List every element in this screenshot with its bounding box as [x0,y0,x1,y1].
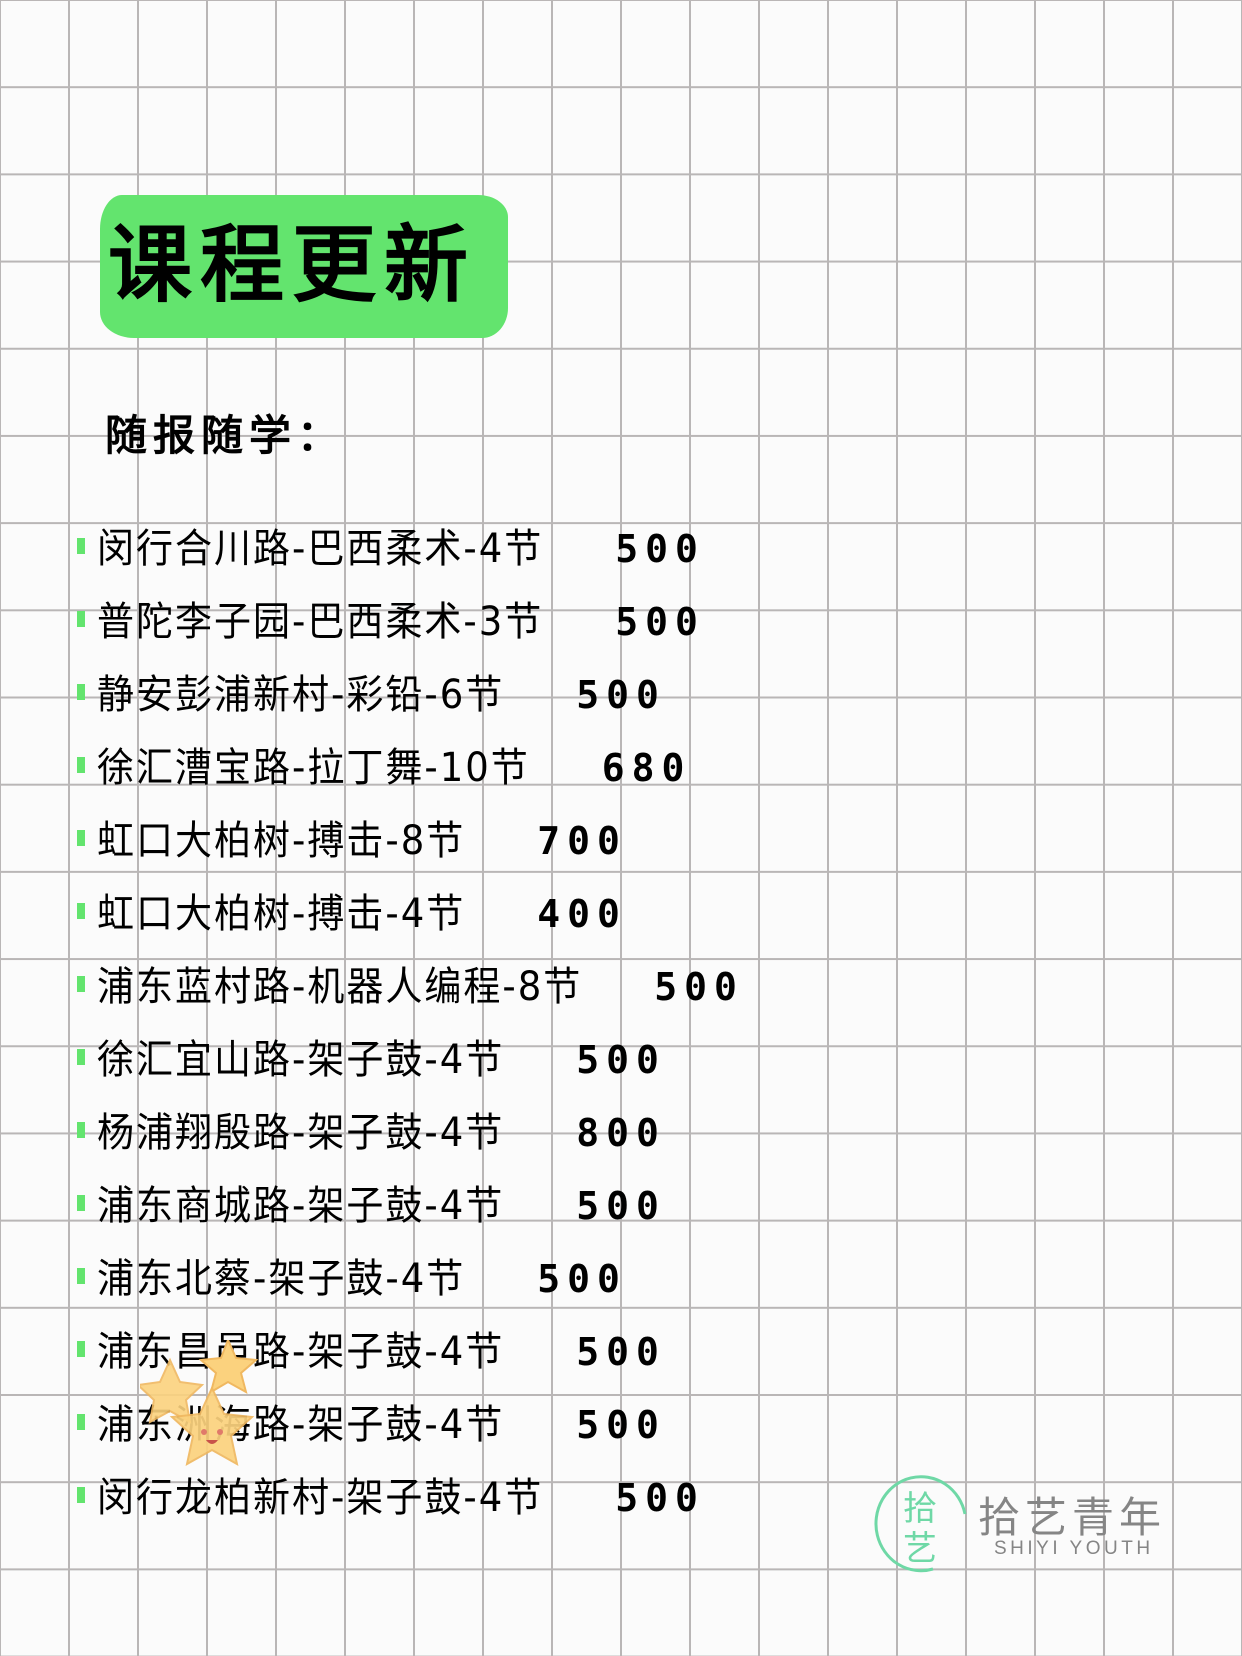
bullet-marker [77,1194,85,1211]
course-price: 700 [537,818,627,863]
course-price: 500 [615,526,705,571]
course-price: 500 [615,1475,705,1520]
bullet-marker [77,902,85,919]
course-item: 普陀李子园-巴西柔术-3节 500 [77,585,744,658]
course-name: 徐汇宜山路-架子鼓-4节 [97,1035,505,1083]
course-name: 杨浦翔殷路-架子鼓-4节 [97,1108,505,1156]
bullet-marker [77,537,85,554]
course-name: 闵行龙柏新村-架子鼓-4节 [97,1473,544,1521]
bullet-marker [77,610,85,627]
course-list: 闵行合川路-巴西柔术-4节 500 普陀李子园-巴西柔术-3节 500 静安彭浦新村-彩… [77,512,744,1534]
title-highlight [100,195,508,338]
course-name: 浦东商城路-架子鼓-4节 [97,1181,505,1229]
course-price: 800 [576,1110,666,1155]
course-item: 闵行合川路-巴西柔术-4节 500 [77,512,744,585]
course-item: 浦东蓝村路-机器人编程-8节 500 [77,950,744,1023]
course-price: 400 [537,891,627,936]
course-name: 浦东北蔡-架子鼓-4节 [97,1254,466,1302]
course-name: 徐汇漕宝路-拉丁舞-10节 [97,743,530,791]
course-price: 500 [615,599,705,644]
star-small [198,1340,259,1395]
bullet-marker [77,1121,85,1138]
course-item: 徐汇漕宝路-拉丁舞-10节 680 [77,731,744,804]
page-title: 课程更新 [108,216,477,314]
bullet-marker [77,975,85,992]
course-name: 虹口大柏树-搏击-8节 [97,816,466,864]
course-item: 闵行龙柏新村-架子鼓-4节 500 [77,1461,744,1534]
bullet-marker [77,683,85,700]
bullet-marker [77,829,85,846]
course-name: 浦东昌邑路-架子鼓-4节 [97,1327,505,1375]
course-price: 500 [576,1402,666,1447]
course-price: 500 [576,1183,666,1228]
course-item: 静安彭浦新村-彩铅-6节 500 [77,658,744,731]
bullet-marker [77,1486,85,1503]
course-item: 浦东昌邑路-架子鼓-4节 500 [77,1315,744,1388]
bullet-marker [77,756,85,773]
course-price: 500 [576,1037,666,1082]
course-item: 浦东北蔡-架子鼓-4节 500 [77,1242,744,1315]
bullet-marker [77,1413,85,1430]
course-item: 徐汇宜山路-架子鼓-4节 500 [77,1023,744,1096]
course-price: 500 [537,1256,627,1301]
course-item: 浦东商城路-架子鼓-4节 500 [77,1169,744,1242]
bullet-marker [77,1048,85,1065]
logo-mark-text: 拾 [903,1489,937,1529]
course-name: 浦东蓝村路-机器人编程-8节 [97,962,583,1010]
star-large [169,1385,255,1466]
bullet-marker [77,1340,85,1357]
star-medium [140,1357,205,1424]
bullet-marker [77,1267,85,1284]
logo-en: SHIYI YOUTH [994,1538,1154,1559]
course-item: 虹口大柏树-搏击-4节 400 [77,877,744,950]
course-name: 静安彭浦新村-彩铅-6节 [97,670,505,718]
star-sticker-icon [140,1340,259,1466]
subtitle: 随报随学： [105,411,346,460]
logo-cn: 拾艺青年 [978,1493,1167,1542]
course-price: 500 [576,672,666,717]
course-item: 虹口大柏树-搏击-8节 700 [77,804,744,877]
course-name: 普陀李子园-巴西柔术-3节 [97,597,544,645]
course-item: 杨浦翔殷路-架子鼓-4节 800 [77,1096,744,1169]
course-price: 500 [654,964,744,1009]
shiyi-logo-icon: 拾 艺 [874,1475,967,1573]
svg-text:艺: 艺 [903,1529,937,1569]
course-price: 680 [601,745,692,790]
course-name: 虹口大柏树-搏击-4节 [97,889,466,937]
course-price: 500 [576,1329,666,1374]
course-name: 闵行合川路-巴西柔术-4节 [97,524,544,572]
